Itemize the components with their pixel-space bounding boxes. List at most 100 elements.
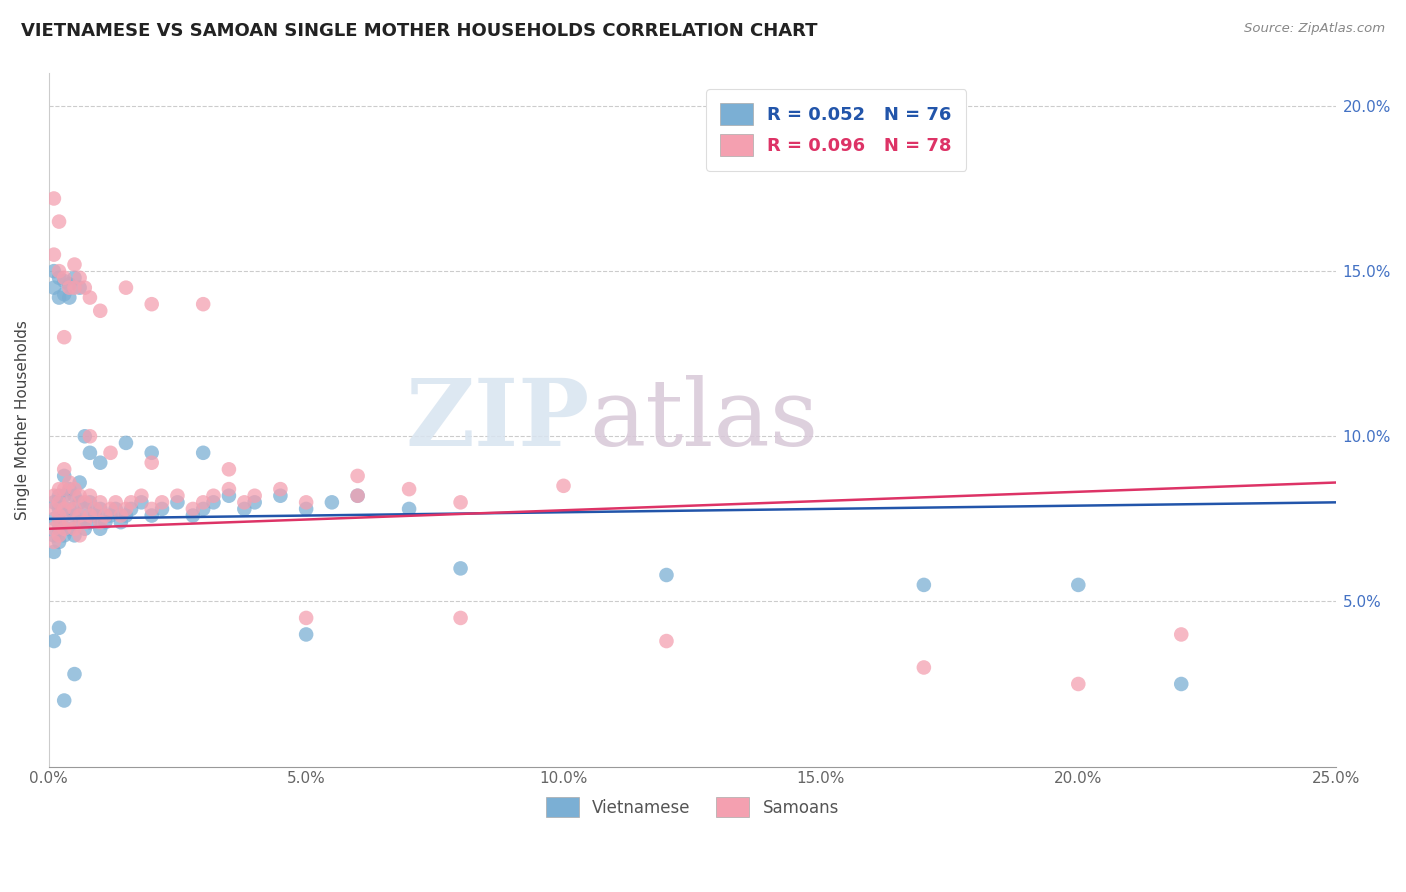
Point: [79, 291, 101, 305]
Point: [141, 502, 163, 516]
Point: [53, 508, 76, 523]
Point: [42, 247, 65, 261]
Point: [42, 535, 65, 549]
Point: [243, 495, 266, 509]
Point: [48, 495, 70, 509]
Point: [193, 446, 215, 460]
Point: [69, 475, 91, 490]
Point: [450, 495, 472, 509]
Point: [58, 515, 80, 529]
Text: ZIP: ZIP: [405, 375, 589, 465]
Point: [48, 291, 70, 305]
Point: [84, 502, 107, 516]
Point: [48, 535, 70, 549]
Point: [48, 489, 70, 503]
Point: [48, 508, 70, 523]
Point: [42, 495, 65, 509]
Point: [450, 611, 472, 625]
Point: [53, 462, 76, 476]
Point: [42, 512, 65, 526]
Point: [295, 627, 318, 641]
Point: [58, 522, 80, 536]
Text: atlas: atlas: [589, 375, 818, 465]
Point: [655, 634, 678, 648]
Point: [48, 264, 70, 278]
Point: [193, 495, 215, 509]
Point: [89, 502, 111, 516]
Point: [48, 270, 70, 285]
Point: [115, 502, 138, 516]
Point: [84, 508, 107, 523]
Point: [79, 515, 101, 529]
Point: [115, 436, 138, 450]
Point: [110, 515, 132, 529]
Point: [73, 495, 96, 509]
Point: [69, 270, 91, 285]
Point: [94, 508, 117, 523]
Point: [346, 489, 368, 503]
Point: [398, 482, 420, 496]
Point: [48, 512, 70, 526]
Point: [655, 568, 678, 582]
Point: [58, 280, 80, 294]
Point: [553, 479, 575, 493]
Point: [150, 495, 173, 509]
Point: [63, 270, 86, 285]
Point: [58, 495, 80, 509]
Point: [69, 489, 91, 503]
Y-axis label: Single Mother Households: Single Mother Households: [15, 320, 30, 520]
Point: [58, 502, 80, 516]
Point: [79, 446, 101, 460]
Point: [63, 522, 86, 536]
Point: [63, 528, 86, 542]
Legend: Vietnamese, Samoans: Vietnamese, Samoans: [538, 790, 845, 824]
Point: [42, 528, 65, 542]
Point: [120, 495, 142, 509]
Point: [53, 693, 76, 707]
Point: [48, 214, 70, 228]
Point: [1067, 677, 1090, 691]
Point: [193, 502, 215, 516]
Point: [181, 502, 204, 516]
Point: [89, 303, 111, 318]
Point: [69, 495, 91, 509]
Point: [295, 495, 318, 509]
Point: [193, 297, 215, 311]
Point: [166, 489, 188, 503]
Point: [69, 508, 91, 523]
Point: [131, 489, 153, 503]
Point: [104, 502, 127, 516]
Point: [141, 508, 163, 523]
Point: [53, 482, 76, 496]
Point: [42, 264, 65, 278]
Point: [53, 287, 76, 301]
Point: [53, 274, 76, 288]
Point: [218, 482, 240, 496]
Point: [42, 502, 65, 516]
Point: [42, 192, 65, 206]
Point: [79, 429, 101, 443]
Point: [79, 508, 101, 523]
Point: [63, 667, 86, 681]
Point: [166, 495, 188, 509]
Point: [202, 489, 225, 503]
Point: [1170, 677, 1192, 691]
Point: [141, 297, 163, 311]
Point: [63, 258, 86, 272]
Point: [100, 502, 122, 516]
Point: [53, 502, 76, 516]
Text: VIETNAMESE VS SAMOAN SINGLE MOTHER HOUSEHOLDS CORRELATION CHART: VIETNAMESE VS SAMOAN SINGLE MOTHER HOUSE…: [21, 22, 818, 40]
Point: [1067, 578, 1090, 592]
Point: [79, 495, 101, 509]
Text: Source: ZipAtlas.com: Source: ZipAtlas.com: [1244, 22, 1385, 36]
Point: [53, 522, 76, 536]
Point: [63, 280, 86, 294]
Point: [48, 502, 70, 516]
Point: [94, 515, 117, 529]
Point: [398, 502, 420, 516]
Point: [115, 280, 138, 294]
Point: [89, 495, 111, 509]
Point: [42, 634, 65, 648]
Point: [100, 508, 122, 523]
Point: [63, 502, 86, 516]
